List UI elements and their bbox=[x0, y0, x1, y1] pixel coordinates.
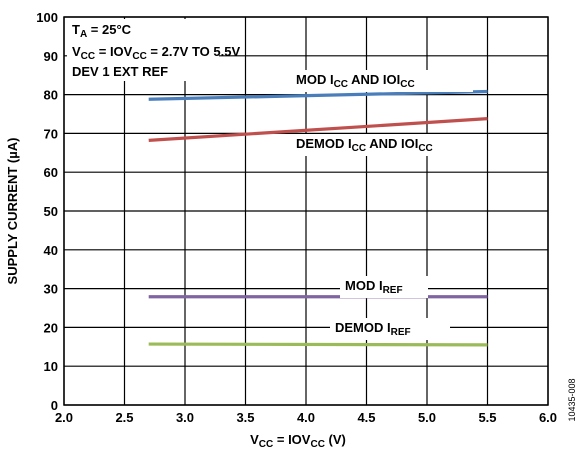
x-tick-label: 3.0 bbox=[176, 410, 194, 425]
x-axis-title: VCC = IOVCC (V) bbox=[250, 432, 346, 450]
plot-frame bbox=[63, 16, 549, 406]
y-tick-label: 70 bbox=[44, 126, 58, 141]
conditions-box-bg bbox=[67, 19, 219, 81]
series-lines bbox=[148, 89, 488, 347]
x-tick-label: 6.0 bbox=[539, 410, 557, 425]
x-tick-label: 3.5 bbox=[236, 410, 254, 425]
series-label-1: DEMOD ICC AND IOICC bbox=[296, 136, 433, 154]
y-tick-label: 20 bbox=[44, 320, 58, 335]
series-label-0: MOD ICC AND IOICC bbox=[296, 72, 415, 90]
y-tick-label: 100 bbox=[36, 10, 58, 25]
x-tick-labels: 2.0 2.5 3.0 3.5 4.0 4.5 5.0 5.5 6.0 bbox=[55, 410, 557, 425]
series-label-3: DEMOD IREF bbox=[335, 320, 411, 338]
series-label-bg bbox=[330, 318, 450, 340]
y-tick-labels: 0 10 20 30 40 50 60 70 80 90 100 bbox=[36, 10, 58, 413]
series-line-1 bbox=[148, 117, 488, 142]
y-tick-label: 60 bbox=[44, 165, 58, 180]
x-tick-label: 2.5 bbox=[115, 410, 133, 425]
x-tick-label: 5.0 bbox=[418, 410, 436, 425]
series-labels: MOD ICC AND IOICC DEMOD ICC AND IOICC MOD … bbox=[291, 70, 481, 340]
y-axis-title: SUPPLY CURRENT (µA) bbox=[5, 138, 20, 285]
y-tick-label: 0 bbox=[51, 398, 58, 413]
figure-id: 10435-008 bbox=[567, 378, 577, 421]
series-line-0 bbox=[148, 89, 488, 101]
y-tick-label: 50 bbox=[44, 204, 58, 219]
series-line-3 bbox=[148, 342, 488, 347]
condition-reference: DEV 1 EXT REF bbox=[72, 64, 168, 79]
series-label-bg bbox=[291, 134, 481, 156]
x-tick-label: 4.5 bbox=[357, 410, 375, 425]
condition-temperature: TA = 25°C bbox=[72, 22, 132, 40]
series-label-2: MOD IREF bbox=[345, 278, 403, 296]
x-tick-label: 5.5 bbox=[478, 410, 496, 425]
y-tick-label: 10 bbox=[44, 359, 58, 374]
y-tick-label: 90 bbox=[44, 49, 58, 64]
y-tick-label: 80 bbox=[44, 88, 58, 103]
series-label-bg bbox=[291, 70, 473, 92]
x-tick-label: 4.0 bbox=[297, 410, 315, 425]
condition-voltage: VCC = IOVCC = 2.7V TO 5.5V bbox=[72, 44, 240, 62]
series-label-bg bbox=[340, 276, 428, 298]
y-tick-label: 30 bbox=[44, 282, 58, 297]
y-tick-label: 40 bbox=[44, 243, 58, 258]
x-tick-label: 2.0 bbox=[55, 410, 73, 425]
